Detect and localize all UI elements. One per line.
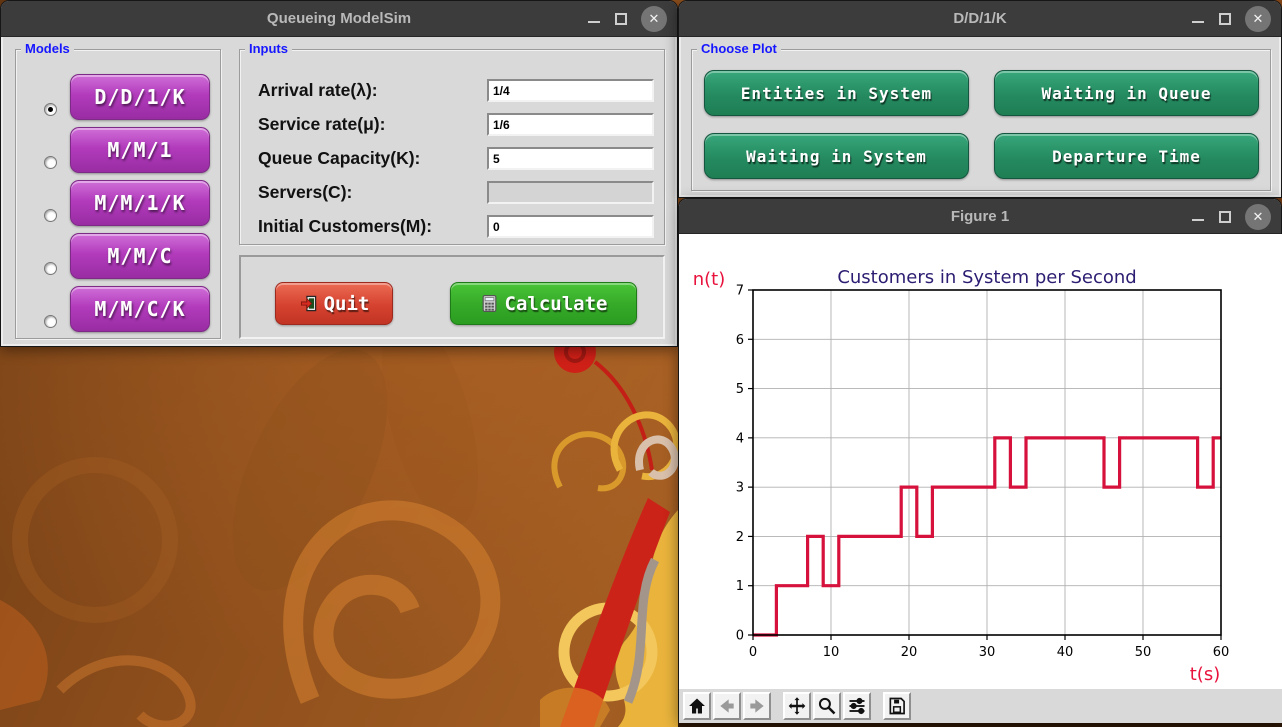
maximize-icon[interactable] xyxy=(1219,13,1231,25)
modelsim-client: Models D/D/1/K M/M/1 M/M/1/K M/M/C M/M/C… xyxy=(1,37,677,346)
queue-capacity-field[interactable] xyxy=(487,147,654,170)
home-icon[interactable] xyxy=(683,692,711,720)
window-queueing-modelsim: Queueing ModelSim ✕ Models D/D/1/K M/M/1… xyxy=(0,0,678,347)
step-chart: 0 10 20 30 40 50 60 0 1 2 3 4 5 6 7 Customers in Syste… xyxy=(693,267,1230,685)
model-radio-mm1[interactable] xyxy=(44,156,57,169)
figure-client: 0 10 20 30 40 50 60 0 1 2 3 4 5 6 7 Customers in Syste… xyxy=(679,234,1282,723)
svg-text:30: 30 xyxy=(979,645,996,660)
save-icon[interactable] xyxy=(883,692,911,720)
servers-label: Servers(C): xyxy=(258,182,353,202)
quit-button-label: Quit xyxy=(323,292,370,315)
chart-title: Customers in System per Second xyxy=(837,267,1136,288)
x-axis-label: t(s) xyxy=(1190,664,1220,685)
inputs-groupbox: Inputs Arrival rate(λ): Service rate(μ):… xyxy=(239,41,665,245)
toolbar-separator xyxy=(873,692,881,720)
minimize-icon[interactable] xyxy=(1191,210,1205,224)
modelsim-window-title: Queueing ModelSim xyxy=(266,10,412,27)
figure-titlebar[interactable]: Figure 1 ✕ xyxy=(679,199,1281,234)
svg-text:0: 0 xyxy=(736,629,744,644)
initial-customers-label: Initial Customers(M): xyxy=(258,216,433,236)
maximize-icon[interactable] xyxy=(615,13,627,25)
models-groupbox: Models D/D/1/K M/M/1 M/M/1/K M/M/C M/M/C… xyxy=(15,41,221,339)
window-plot-chooser: D/D/1/K ✕ Choose Plot Entities in System… xyxy=(678,0,1282,198)
svg-text:40: 40 xyxy=(1057,645,1074,660)
model-radio-ddik[interactable] xyxy=(44,103,57,116)
plot-chooser-window-title: D/D/1/K xyxy=(953,10,1007,27)
calculate-button-label: Calculate xyxy=(504,292,608,315)
maximize-icon[interactable] xyxy=(1219,211,1231,223)
models-group-label: Models xyxy=(21,41,74,56)
figure-window-title: Figure 1 xyxy=(950,207,1010,225)
step-line-series xyxy=(753,436,1221,637)
svg-text:5: 5 xyxy=(736,382,744,397)
svg-text:50: 50 xyxy=(1135,645,1152,660)
forward-icon[interactable] xyxy=(743,692,771,720)
svg-text:20: 20 xyxy=(901,645,918,660)
back-icon[interactable] xyxy=(713,692,741,720)
waiting-in-queue-button[interactable]: Waiting in Queue xyxy=(994,70,1259,116)
model-button-mm1[interactable]: M/M/1 xyxy=(70,127,210,173)
close-icon[interactable]: ✕ xyxy=(1245,6,1271,32)
configure-subplots-icon[interactable] xyxy=(843,692,871,720)
arrival-rate-field[interactable] xyxy=(487,79,654,102)
initial-customers-field[interactable] xyxy=(487,215,654,238)
svg-text:1: 1 xyxy=(736,579,744,594)
actions-box: Quit Calculate xyxy=(239,255,665,339)
arrival-rate-label: Arrival rate(λ): xyxy=(258,80,378,100)
svg-text:2: 2 xyxy=(736,530,744,545)
svg-text:6: 6 xyxy=(736,333,744,348)
inputs-group-label: Inputs xyxy=(245,41,292,56)
pan-icon[interactable] xyxy=(783,692,811,720)
chart-ticks: 0 10 20 30 40 50 60 0 1 2 3 4 5 6 7 xyxy=(736,284,1230,661)
modelsim-titlebar[interactable]: Queueing ModelSim ✕ xyxy=(1,1,677,37)
entities-in-system-button[interactable]: Entities in System xyxy=(704,70,969,116)
model-radio-mmck[interactable] xyxy=(44,315,57,328)
servers-field xyxy=(487,181,654,204)
model-radio-mm1k[interactable] xyxy=(44,209,57,222)
model-button-ddik[interactable]: D/D/1/K xyxy=(70,74,210,120)
choose-plot-groupbox: Choose Plot Entities in System Waiting i… xyxy=(691,41,1271,191)
figure-canvas: 0 10 20 30 40 50 60 0 1 2 3 4 5 6 7 Customers in Syste… xyxy=(679,234,1282,689)
close-icon[interactable]: ✕ xyxy=(1245,204,1271,230)
close-icon[interactable]: ✕ xyxy=(641,6,667,32)
departure-time-button[interactable]: Departure Time xyxy=(994,133,1259,179)
waiting-in-system-button[interactable]: Waiting in System xyxy=(704,133,969,179)
choose-plot-group-label: Choose Plot xyxy=(697,41,781,56)
svg-text:10: 10 xyxy=(823,645,840,660)
svg-text:0: 0 xyxy=(749,645,757,660)
queue-capacity-label: Queue Capacity(K): xyxy=(258,148,421,168)
matplotlib-toolbar xyxy=(679,689,1282,723)
zoom-icon[interactable] xyxy=(813,692,841,720)
quit-button[interactable]: Quit xyxy=(275,282,393,325)
svg-text:7: 7 xyxy=(736,284,744,299)
model-radio-mmc[interactable] xyxy=(44,262,57,275)
minimize-icon[interactable] xyxy=(587,12,601,26)
minimize-icon[interactable] xyxy=(1191,12,1205,26)
calculate-button[interactable]: Calculate xyxy=(450,282,637,325)
service-rate-field[interactable] xyxy=(487,113,654,136)
window-figure-1: Figure 1 ✕ 0 10 20 30 40 50 60 0 1 2 3 4 5 6 7 Custome… xyxy=(678,198,1282,723)
plot-chooser-client: Choose Plot Entities in System Waiting i… xyxy=(679,37,1281,197)
service-rate-label: Service rate(μ): xyxy=(258,114,386,134)
model-button-mmck[interactable]: M/M/C/K xyxy=(70,286,210,332)
model-button-mmc[interactable]: M/M/C xyxy=(70,233,210,279)
svg-text:3: 3 xyxy=(736,481,744,496)
svg-text:60: 60 xyxy=(1213,645,1230,660)
svg-text:4: 4 xyxy=(736,431,744,446)
calculator-icon xyxy=(482,294,496,313)
toolbar-separator xyxy=(773,692,781,720)
plot-chooser-titlebar[interactable]: D/D/1/K ✕ xyxy=(679,1,1281,37)
model-button-mm1k[interactable]: M/M/1/K xyxy=(70,180,210,226)
y-axis-label: n(t) xyxy=(693,269,726,290)
exit-door-icon xyxy=(300,295,316,312)
